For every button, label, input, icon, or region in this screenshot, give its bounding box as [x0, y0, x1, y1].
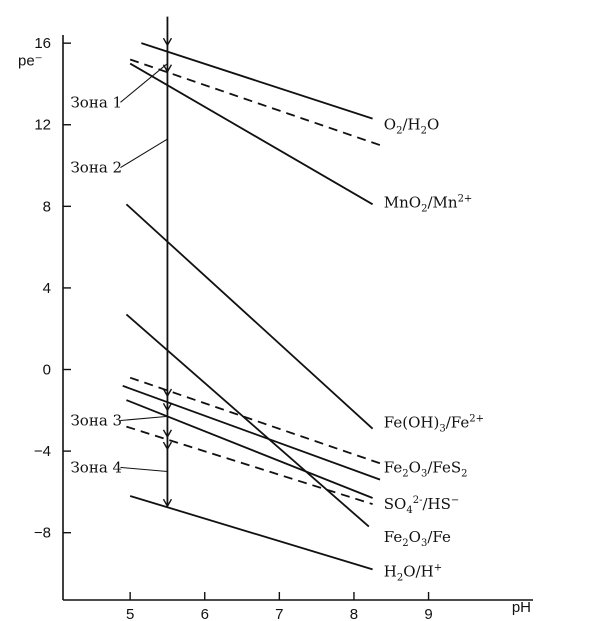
marker-arrow: [162, 37, 173, 47]
series-line: [126, 425, 373, 505]
x-tick-label: 6: [201, 606, 209, 621]
series-line: [129, 62, 374, 206]
series-line: [141, 42, 373, 120]
series-line: [129, 495, 373, 571]
y-tick-label: 0: [43, 362, 51, 379]
y-tick-label: −8: [34, 525, 51, 542]
line-label: Fe2O3/Fe: [384, 528, 451, 549]
zone-label: Зона 1: [70, 93, 122, 111]
zone-label: Зона 2: [70, 159, 122, 177]
y-tick-label: 12: [34, 117, 51, 134]
series-line: [125, 203, 374, 430]
y-tick-label: 4: [43, 280, 51, 297]
x-axis-label: pH: [512, 599, 531, 616]
y-tick-label: 8: [43, 198, 51, 215]
series-line: [125, 313, 370, 528]
zone-label: Зона 3: [70, 412, 122, 430]
x-tick-label: 7: [275, 606, 283, 621]
x-tick-label: 9: [424, 606, 432, 621]
marker-arrow: [162, 498, 173, 508]
zone-leader-line: [120, 466, 168, 472]
line-label: Fe(OH)3/Fe2+: [384, 414, 484, 435]
zone-leader-line: [120, 63, 168, 103]
line-label: H2O/H+: [384, 562, 442, 583]
marker-arrow: [162, 402, 173, 412]
zone-leader-line: [120, 138, 168, 169]
marker-arrow: [162, 64, 173, 74]
line-labels: O2/H2O MnO2/Mn2+ Fe(OH)3/Fe2+ Fe2O3/FeS2 SO4…: [384, 116, 484, 584]
y-tick-label: 16: [34, 35, 51, 52]
x-tick-label: 8: [350, 606, 358, 621]
marker-arrow: [162, 429, 173, 439]
line-label: MnO2/Mn2+: [384, 193, 473, 214]
y-tick-label: −4: [34, 443, 51, 460]
series-lines: [122, 42, 381, 571]
marker-arrow: [162, 441, 173, 451]
zone-label: Зона 4: [70, 458, 122, 476]
y-axis-label: pe⁻: [18, 53, 43, 70]
line-label: SO42-/HS−: [384, 495, 460, 516]
line-label: O2/H2O: [384, 116, 440, 137]
zone-leader-line: [120, 415, 168, 422]
zone-labels: Зона 1 Зона 2 Зона 3 Зона 4: [70, 63, 168, 476]
ticks: 16 12 8 4 0 −4 −8 5 6 7 8 9: [34, 35, 433, 621]
series-line: [122, 384, 381, 481]
axes: [62, 35, 533, 601]
marker-arrow: [162, 388, 173, 398]
line-label: Fe2O3/FeS2: [384, 458, 468, 479]
x-tick-label: 5: [126, 606, 134, 621]
vertical-marker: [162, 16, 173, 508]
